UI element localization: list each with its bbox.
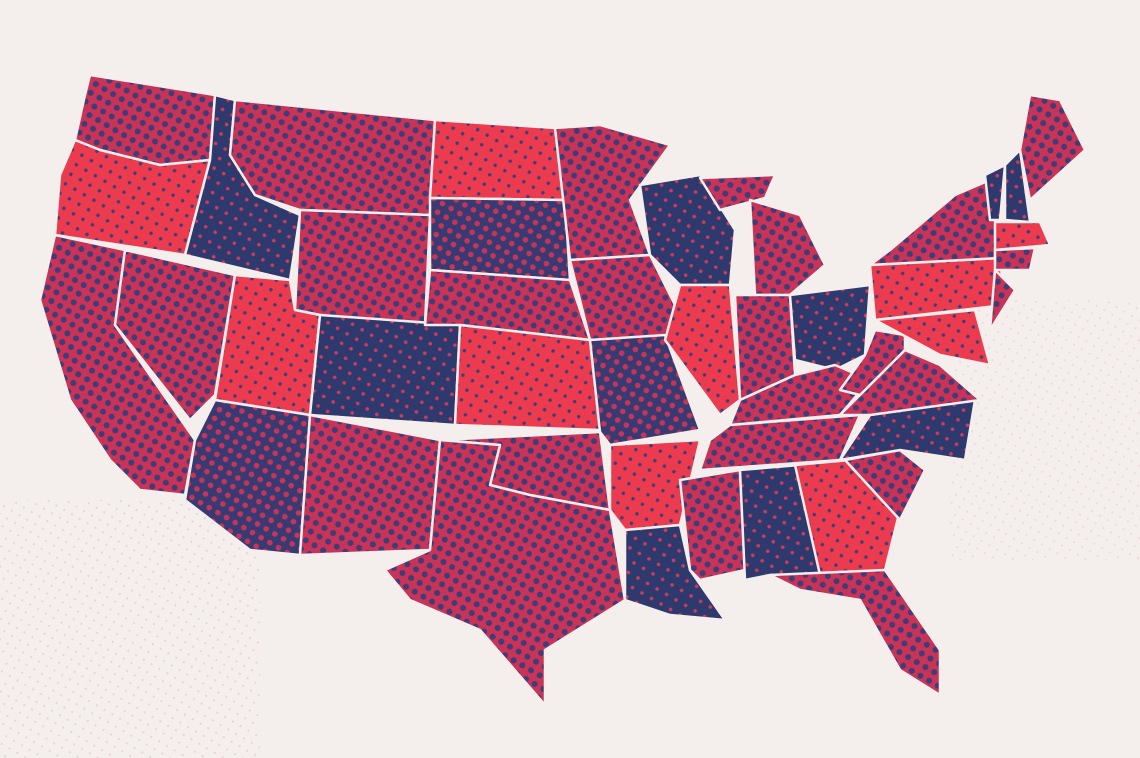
state	[293, 208, 432, 327]
state	[788, 283, 872, 372]
states	[38, 73, 1087, 707]
state	[698, 173, 777, 212]
state	[588, 333, 702, 447]
state	[993, 246, 1037, 272]
state	[453, 323, 602, 432]
state	[428, 118, 567, 202]
state	[768, 568, 942, 697]
state	[298, 413, 442, 557]
state	[678, 468, 747, 582]
state	[698, 413, 862, 472]
state	[873, 308, 992, 367]
state	[308, 313, 462, 427]
state	[113, 248, 237, 422]
state	[428, 196, 572, 282]
state	[748, 198, 827, 297]
state	[663, 283, 742, 417]
state	[988, 268, 1017, 332]
state	[623, 523, 727, 622]
state	[993, 220, 1052, 252]
texture	[0, 500, 260, 758]
state	[1018, 93, 1087, 202]
state	[983, 163, 1007, 222]
state	[228, 98, 437, 217]
state	[838, 328, 907, 397]
